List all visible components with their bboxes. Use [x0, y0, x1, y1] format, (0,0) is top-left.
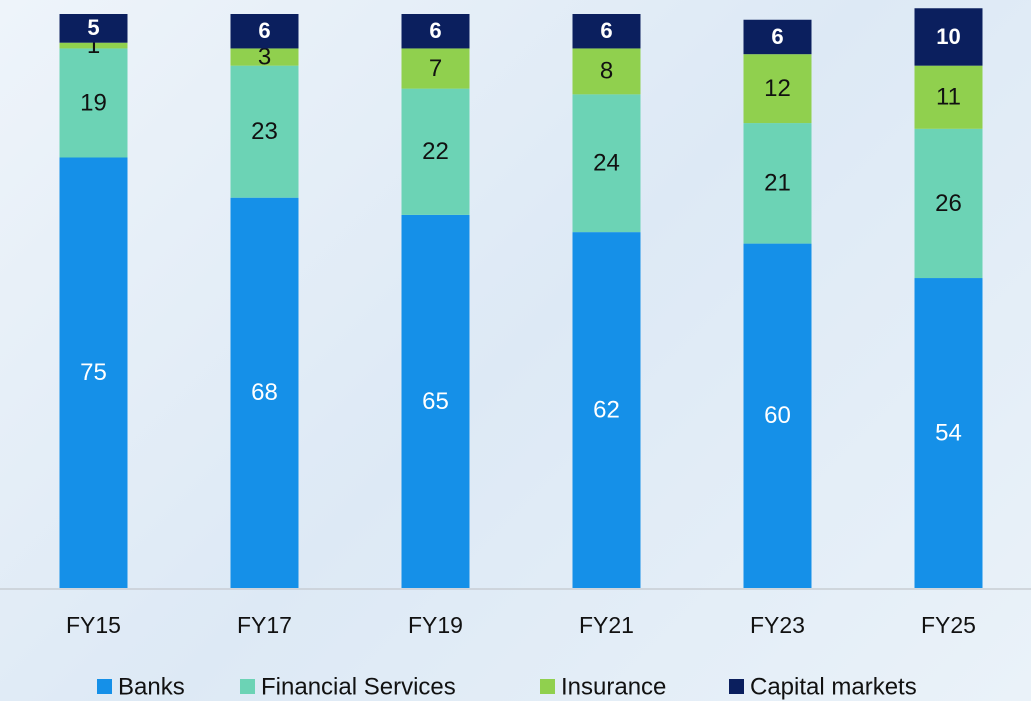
data-label: 8: [600, 58, 613, 85]
data-label: 75: [80, 359, 107, 386]
bar-segment: [743, 123, 812, 244]
bar-segment: [914, 278, 983, 588]
data-label: 6: [429, 18, 441, 43]
data-label: 3: [258, 43, 271, 70]
bar-segment: [914, 65, 983, 129]
data-label: 26: [935, 190, 962, 217]
x-tick-label: FY19: [408, 612, 463, 638]
data-label: 6: [600, 18, 612, 43]
bar-segment: [572, 232, 641, 588]
x-tick-label: FY17: [237, 612, 292, 638]
data-label: 12: [764, 75, 791, 102]
legend-swatch: [540, 679, 555, 694]
data-label: 60: [764, 402, 791, 429]
legend-label: Financial Services: [261, 673, 456, 700]
data-label: 6: [258, 18, 270, 43]
data-label: 6: [771, 24, 783, 49]
bar-segment: [401, 14, 470, 49]
x-tick-label: FY15: [66, 612, 121, 638]
bar-segment: [59, 14, 128, 43]
bar-segment: [401, 214, 470, 588]
data-label: 62: [593, 396, 620, 423]
bar-segment: [59, 157, 128, 588]
data-label: 23: [251, 118, 278, 145]
bar-segment: [914, 128, 983, 279]
x-tick-label: FY23: [750, 612, 805, 638]
bar-segment: [59, 48, 128, 158]
data-label: 7: [429, 55, 442, 82]
data-label: 22: [422, 138, 449, 165]
bar-segment: [230, 197, 299, 588]
bar-segment: [572, 94, 641, 233]
data-label: 19: [80, 89, 107, 116]
data-label: 21: [764, 170, 791, 197]
bar-segment: [743, 19, 812, 55]
legend-label: Banks: [118, 673, 185, 700]
data-label: 54: [935, 419, 962, 446]
data-label: 10: [936, 24, 960, 49]
bar-segment: [230, 14, 299, 49]
bar-segment: [59, 42, 128, 49]
bar-segment: [572, 48, 641, 95]
legend-swatch: [97, 679, 112, 694]
data-label: 68: [251, 379, 278, 406]
legend-swatch: [240, 679, 255, 694]
legend-label: Capital markets: [750, 673, 917, 700]
bar-segment: [743, 243, 812, 588]
data-label: 5: [87, 15, 99, 40]
data-label: 11: [936, 84, 961, 111]
bar-segment: [401, 88, 470, 215]
bar-segment: [230, 48, 299, 66]
x-tick-label: FY21: [579, 612, 634, 638]
bar-segment: [743, 54, 812, 124]
bar-segment: [230, 65, 299, 198]
legend-label: Insurance: [561, 673, 666, 700]
data-label: 65: [422, 388, 449, 415]
data-label: 24: [593, 150, 620, 177]
bar-segment: [401, 48, 470, 89]
x-tick-label: FY25: [921, 612, 976, 638]
bar-segment: [572, 14, 641, 49]
legend-swatch: [729, 679, 744, 694]
bar-segment: [914, 8, 983, 66]
